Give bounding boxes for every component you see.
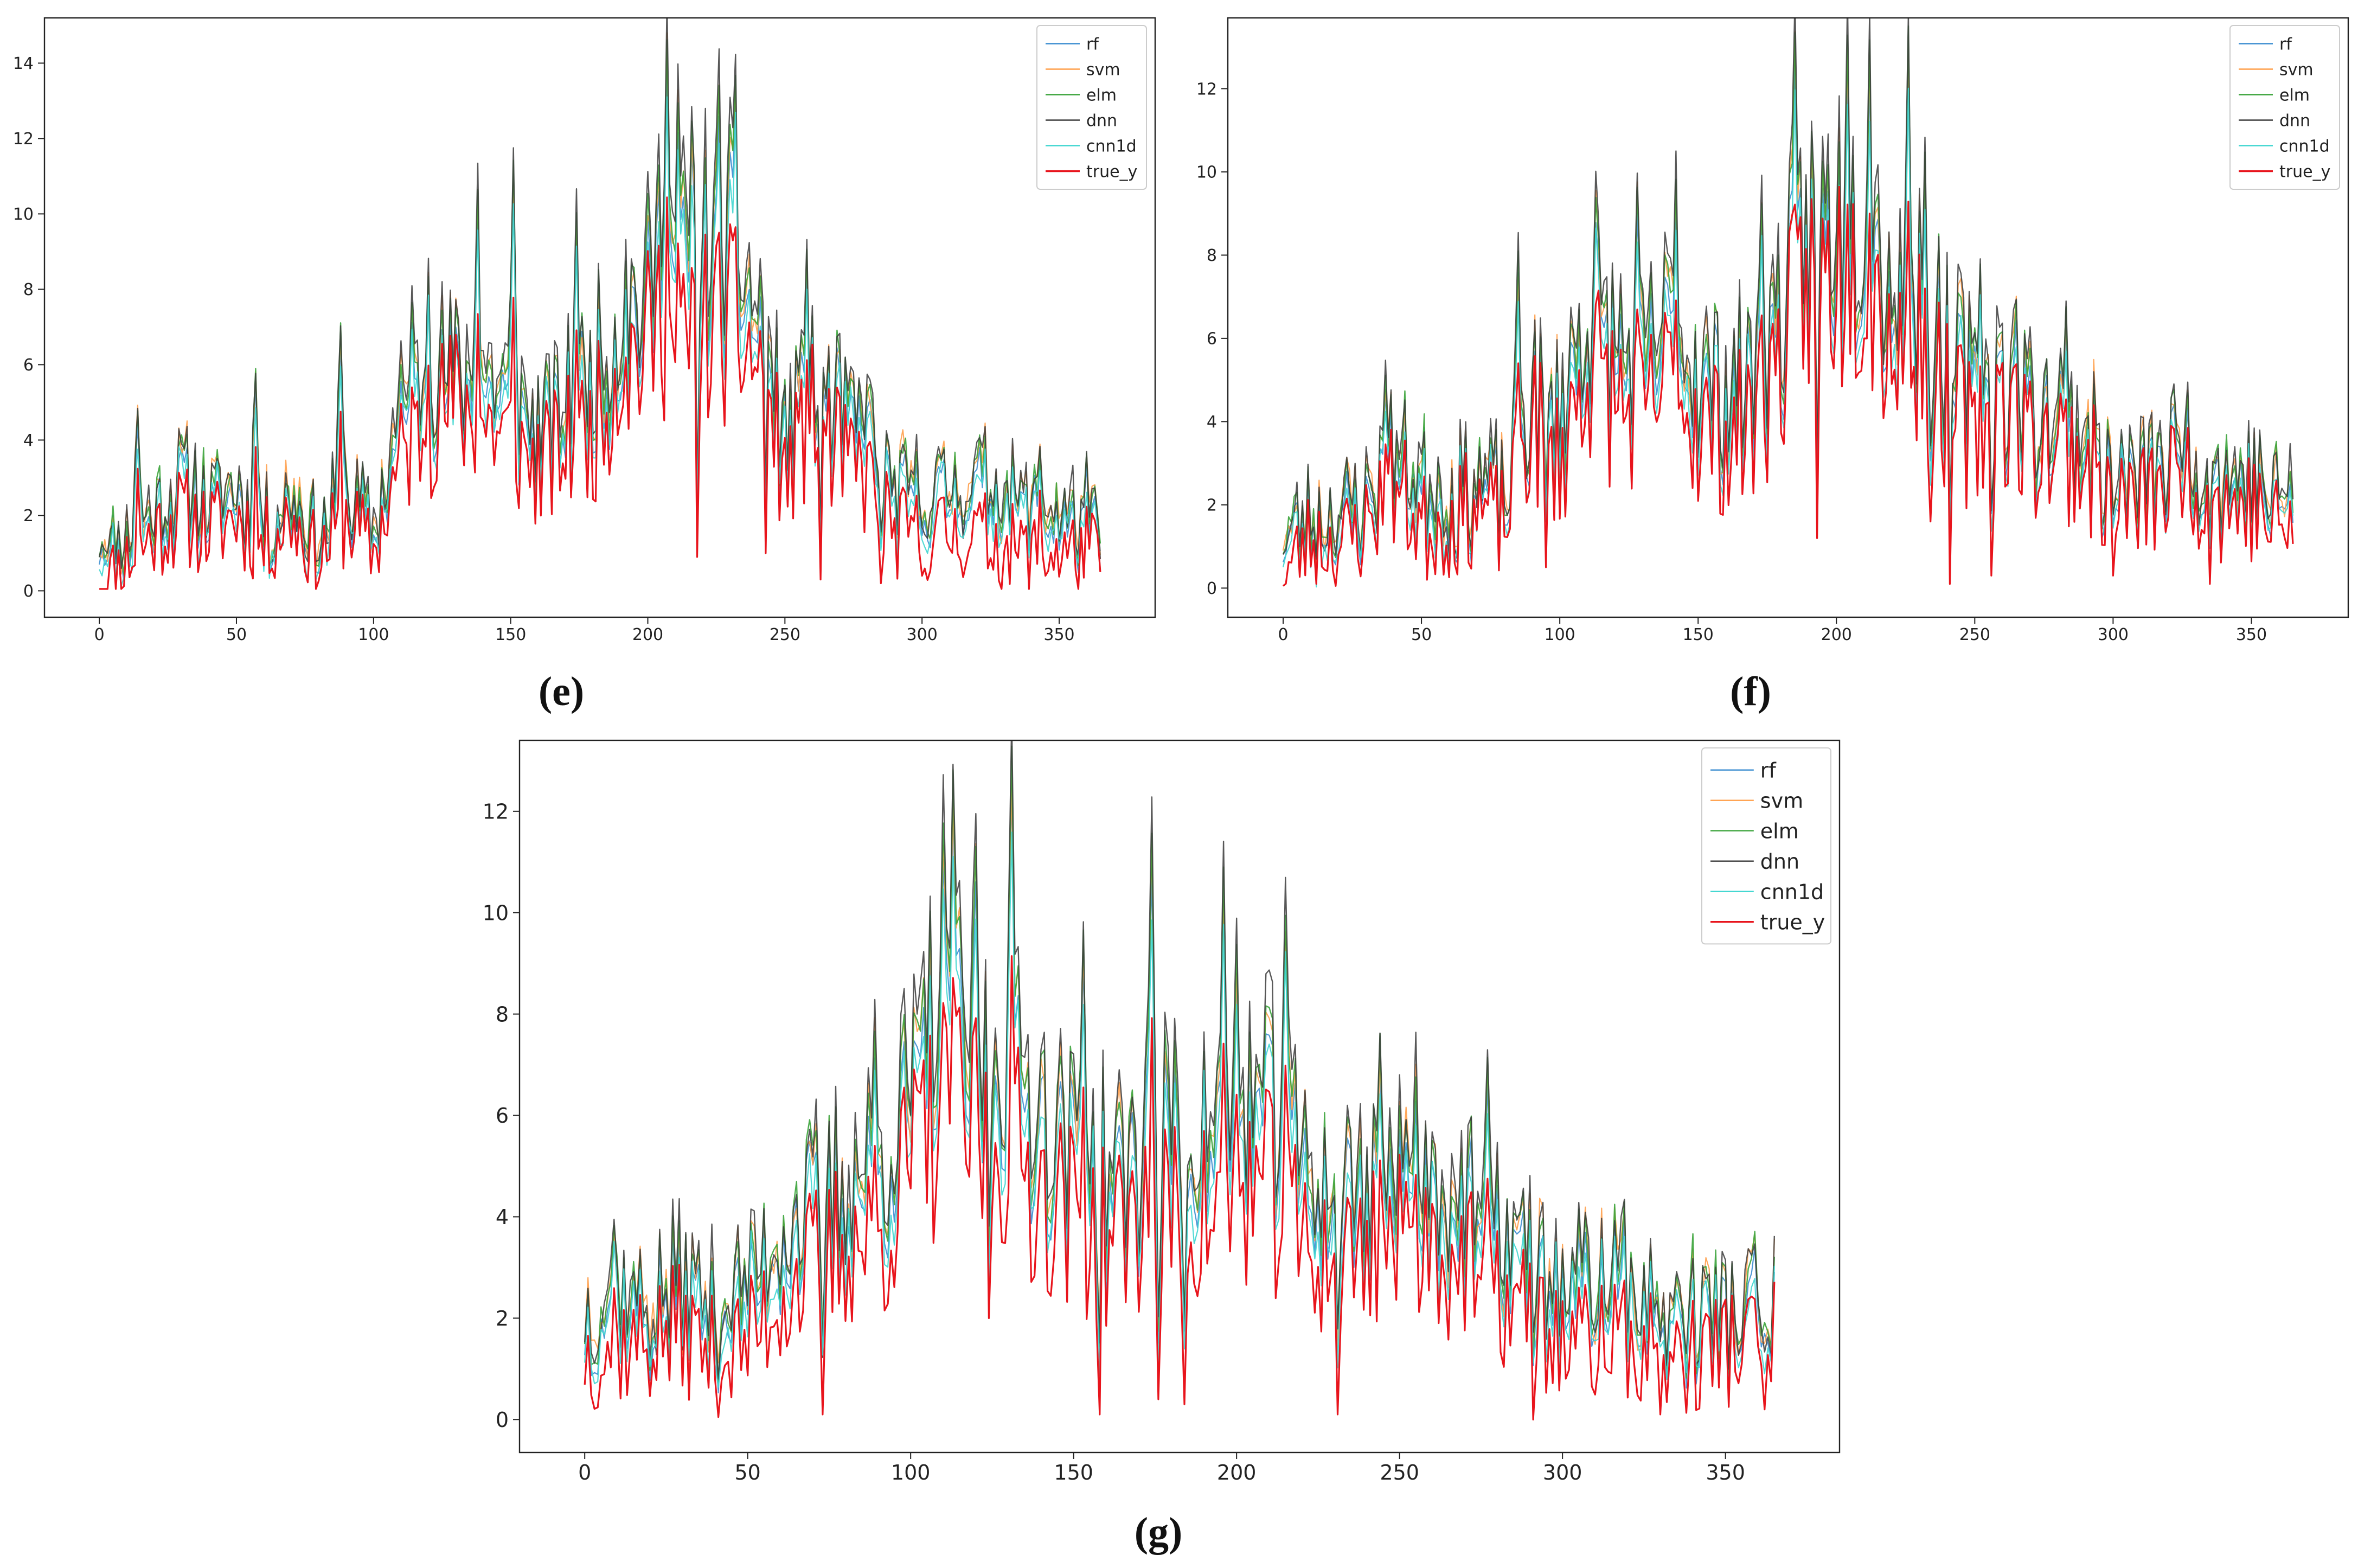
legend-label-true_y: true_y — [1760, 910, 1825, 934]
caption-f: (f) — [1730, 669, 1771, 714]
legend-box — [1036, 25, 1147, 190]
x-tick-label: 0 — [94, 625, 105, 644]
legend-label-elm: elm — [1760, 819, 1799, 843]
y-tick-label: 12 — [1196, 80, 1217, 99]
series-line-true_y — [1282, 185, 2294, 587]
legend-label-rf: rf — [1086, 35, 1099, 54]
plot-frame — [43, 17, 1156, 618]
legend-label-true_y: true_y — [1086, 162, 1137, 181]
y-tick-label: 6 — [1207, 330, 1217, 349]
legend-label-dnn: dnn — [2279, 111, 2310, 130]
x-tick-label: 150 — [495, 625, 526, 644]
plot-frame — [518, 739, 1841, 1454]
series-line-dnn — [584, 740, 1775, 1380]
legend-label-svm: svm — [1086, 60, 1120, 79]
y-tick-label: 8 — [496, 1002, 509, 1026]
x-tick-label: 200 — [1821, 625, 1852, 644]
y-tick-label: 2 — [23, 507, 34, 526]
y-tick-label: 12 — [483, 800, 509, 824]
y-tick-label: 8 — [1207, 246, 1217, 265]
y-tick-label: 2 — [496, 1307, 509, 1330]
y-tick-label: 4 — [1207, 413, 1217, 432]
x-tick-label: 300 — [2098, 625, 2129, 644]
x-tick-label: 350 — [1043, 625, 1074, 644]
plot-frame — [1227, 17, 2349, 618]
legend-label-svm: svm — [1760, 789, 1803, 812]
y-tick-label: 0 — [23, 582, 34, 601]
legend-label-elm: elm — [2279, 86, 2310, 105]
x-tick-label: 250 — [770, 625, 800, 644]
y-tick-label: 0 — [496, 1408, 509, 1432]
y-tick-label: 10 — [13, 205, 34, 224]
series-lines — [98, 18, 1101, 590]
y-tick-label: 2 — [1207, 496, 1217, 515]
legend: rf svm elm dnn cnn1d true_y — [1036, 25, 1147, 190]
x-tick-label: 150 — [1054, 1461, 1093, 1484]
x-tick-label: 50 — [1411, 625, 1432, 644]
y-tick-label: 8 — [23, 280, 34, 299]
legend-label-cnn1d: cnn1d — [1086, 137, 1137, 156]
chart-panel-e: 0 50 100 150 200 250 300 350 0 2 4 6 8 10 12 14 rf svm elm… — [13, 17, 1156, 644]
y-tick-label: 10 — [483, 901, 509, 925]
y-tick-label: 10 — [1196, 163, 1217, 182]
legend-label-rf: rf — [2279, 35, 2292, 54]
y-tick-label: 14 — [13, 54, 34, 73]
x-tick-label: 200 — [632, 625, 663, 644]
chart-panel-f: 0 50 100 150 200 250 300 350 0 2 4 6 8 10 12 rf svm elm dn… — [1196, 17, 2349, 644]
series-lines — [1282, 18, 2294, 588]
x-tick-label: 250 — [1380, 1461, 1419, 1484]
y-tick-label: 4 — [496, 1205, 509, 1229]
series-line-cnn1d — [584, 831, 1775, 1396]
x-tick-label: 50 — [735, 1461, 761, 1484]
x-tick-label: 200 — [1217, 1461, 1257, 1484]
x-tick-label: 100 — [891, 1461, 931, 1484]
y-tick-label: 12 — [13, 130, 34, 149]
legend-label-svm: svm — [2279, 60, 2314, 79]
legend-label-rf: rf — [1760, 758, 1777, 782]
x-tick-label: 0 — [578, 1461, 591, 1484]
y-tick-label: 0 — [1207, 579, 1217, 598]
legend-label-dnn: dnn — [1760, 849, 1799, 873]
series-line-true_y — [584, 955, 1776, 1420]
x-tick-label: 300 — [907, 625, 938, 644]
legend-label-dnn: dnn — [1086, 111, 1117, 130]
x-tick-label: 50 — [226, 625, 247, 644]
x-tick-label: 0 — [1278, 625, 1288, 644]
caption-e: (e) — [538, 669, 585, 714]
series-lines — [584, 740, 1776, 1420]
chart-panel-g: 0 50 100 150 200 250 300 350 0 2 4 6 8 10 12 rf svm elm dn… — [483, 739, 1841, 1484]
x-tick-label: 100 — [358, 625, 389, 644]
y-tick-label: 6 — [496, 1104, 509, 1128]
y-tick-label: 6 — [23, 356, 34, 375]
legend: rf svm elm dnn cnn1d true_y — [2229, 25, 2340, 190]
x-tick-label: 150 — [1683, 625, 1714, 644]
y-tick-label: 4 — [23, 431, 34, 450]
x-tick-label: 350 — [2236, 625, 2267, 644]
legend-box — [1701, 747, 1831, 945]
legend-label-cnn1d: cnn1d — [2279, 137, 2330, 156]
legend-box — [2229, 25, 2340, 190]
x-tick-label: 100 — [1545, 625, 1575, 644]
legend: rf svm elm dnn cnn1d true_y — [1701, 747, 1831, 945]
x-tick-label: 350 — [1706, 1461, 1745, 1484]
legend-label-elm: elm — [1086, 86, 1117, 105]
legend-label-true_y: true_y — [2279, 162, 2330, 181]
x-tick-label: 300 — [1543, 1461, 1582, 1484]
series-line-true_y — [99, 196, 1101, 590]
series-line-dnn — [98, 18, 1101, 569]
x-tick-label: 250 — [1959, 625, 1990, 644]
legend-label-cnn1d: cnn1d — [1760, 880, 1824, 904]
caption-g: (g) — [1134, 1509, 1183, 1555]
